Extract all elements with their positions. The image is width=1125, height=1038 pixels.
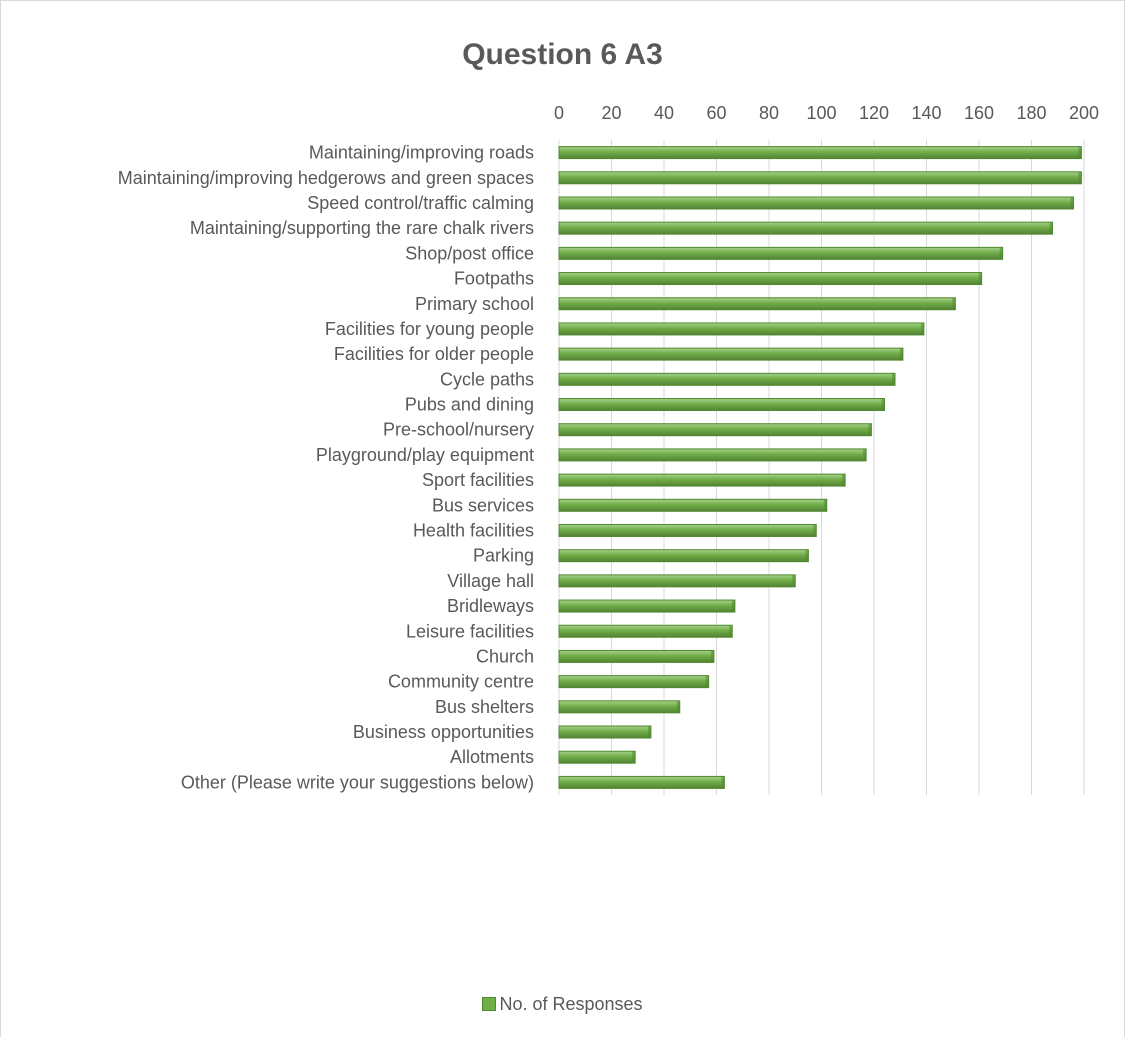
category-label: Pre-school/nursery (383, 420, 534, 440)
legend: No. of Responses (0, 994, 1125, 1015)
category-label: Bus services (432, 495, 534, 515)
category-label: Leisure facilities (406, 621, 534, 641)
bar (558, 372, 896, 386)
bar (558, 171, 1082, 185)
bar-cap (729, 625, 733, 638)
bar-cap (813, 524, 817, 537)
bar (558, 498, 828, 512)
bar (558, 297, 956, 311)
bar (558, 675, 710, 689)
category-label: Speed control/traffic calming (307, 193, 534, 213)
bar (558, 775, 725, 789)
bar (558, 750, 636, 764)
bar-cap (999, 247, 1003, 260)
bar (558, 398, 885, 412)
bar-cap (710, 650, 714, 663)
category-label: Business opportunities (353, 722, 534, 742)
bar (558, 347, 904, 361)
chart-title: Question 6 A3 (462, 38, 663, 71)
x-tick-label: 200 (1069, 103, 1099, 123)
category-label: Other (Please write your suggestions bel… (181, 772, 534, 792)
bar-cap (632, 751, 636, 764)
bar-cap (952, 297, 956, 310)
bar (558, 473, 846, 487)
bar-cap (823, 499, 827, 512)
category-label: Facilities for young people (325, 319, 534, 339)
category-label: Footpaths (454, 269, 534, 289)
bar-cap (892, 373, 895, 386)
bar-cap (1078, 146, 1082, 159)
category-label: Maintaining/supporting the rare chalk ri… (190, 218, 534, 238)
category-label: Bus shelters (435, 697, 534, 717)
bar-cap (899, 348, 903, 361)
bar (558, 322, 925, 336)
bar (558, 599, 736, 613)
category-label: Community centre (388, 672, 534, 692)
bar-cap (978, 272, 982, 285)
x-tick-label: 20 (601, 103, 621, 123)
bar-cap (1049, 222, 1053, 235)
bar (558, 574, 796, 588)
bar-cap (792, 574, 796, 587)
bar-cap (842, 474, 846, 487)
bar-cap (1070, 196, 1074, 209)
category-label: Facilities for older people (334, 344, 534, 364)
category-label: Church (476, 646, 534, 666)
bar (558, 423, 872, 437)
x-tick-label: 100 (806, 103, 836, 123)
bar-cap (705, 675, 709, 688)
bar (558, 272, 983, 286)
bar (558, 549, 809, 563)
legend-swatch (482, 997, 497, 1011)
x-tick-label: 60 (706, 103, 726, 123)
bar-cap (920, 322, 924, 335)
category-label: Sport facilities (422, 470, 534, 490)
category-label: Shop/post office (405, 243, 534, 263)
bar-cap (731, 600, 735, 613)
bar (558, 221, 1053, 235)
bar (558, 624, 733, 638)
x-tick-label: 180 (1016, 103, 1046, 123)
bar (558, 246, 1004, 260)
x-tick-label: 120 (859, 103, 889, 123)
bar (558, 448, 867, 462)
category-label: Health facilities (413, 520, 534, 540)
category-label: Primary school (415, 294, 534, 314)
category-label: Maintaining/improving hedgerows and gree… (118, 168, 534, 188)
legend-label: No. of Responses (499, 994, 643, 1014)
bar-cap (1078, 171, 1082, 184)
bar (558, 146, 1082, 160)
category-label: Allotments (450, 747, 534, 767)
category-label: Cycle paths (440, 369, 534, 389)
bar (558, 725, 652, 739)
category-label: Maintaining/improving roads (309, 143, 534, 163)
bar (558, 523, 817, 537)
bar (558, 700, 681, 714)
bar-cap (647, 726, 651, 739)
bar-cap (676, 700, 680, 713)
x-tick-label: 80 (759, 103, 779, 123)
category-label: Bridleways (447, 596, 534, 616)
bar (558, 649, 715, 663)
bar-cap (805, 549, 809, 562)
category-label: Village hall (447, 571, 534, 591)
bar-cap (881, 398, 885, 411)
x-tick-label: 160 (964, 103, 994, 123)
category-label: Parking (473, 546, 534, 566)
x-tick-label: 140 (911, 103, 941, 123)
bar (558, 196, 1074, 210)
category-label: Pubs and dining (405, 395, 534, 415)
bar-cap (721, 776, 725, 789)
bar-cap (868, 423, 872, 436)
bar-cap (863, 448, 867, 461)
x-tick-label: 40 (654, 103, 674, 123)
x-tick-label: 0 (554, 103, 564, 123)
category-label: Playground/play equipment (316, 445, 534, 465)
